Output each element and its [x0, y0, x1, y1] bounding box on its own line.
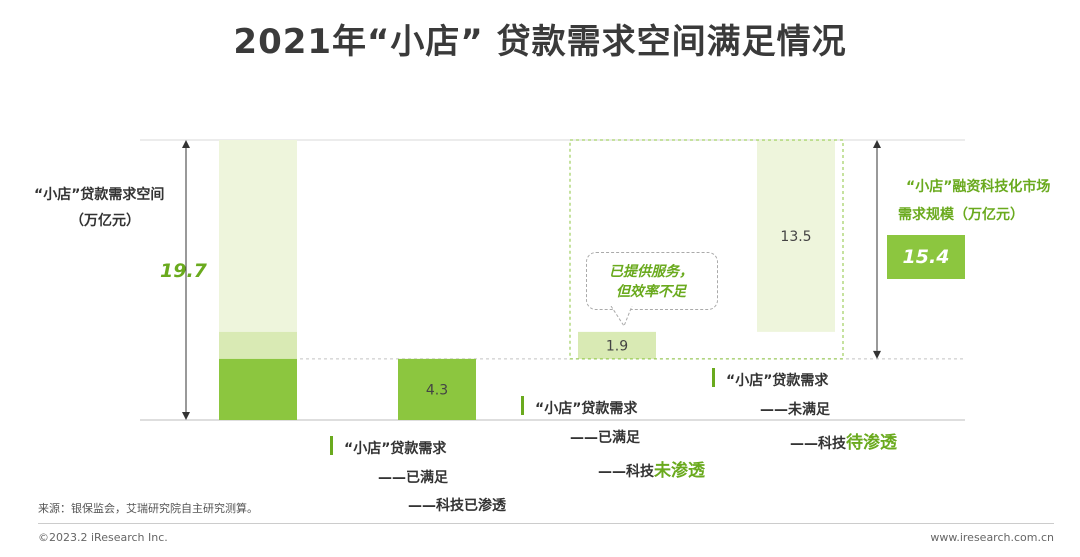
bar-penetrated: [398, 358, 476, 420]
legend-marker-not-penetrated: [521, 396, 524, 415]
total-arrow-head-bottom: [182, 412, 190, 420]
bar-unsatisfied: [757, 140, 835, 332]
callout-bubble-tail: [610, 306, 633, 328]
page-title: 2021年“小店” 贷款需求空间满足情况: [233, 22, 847, 62]
copyright: ©2023.2 iResearch Inc.: [38, 531, 168, 544]
legend-not-penetrated-highlight: 未渗透: [654, 461, 705, 481]
total-bar-penetrated-segment: [219, 358, 297, 420]
legend-penetrated-line2: ——已满足: [378, 470, 448, 486]
total-arrow-head-top: [182, 140, 190, 148]
legend-unsatisfied-line1: “小店”贷款需求: [726, 373, 829, 389]
total-bar-unsatisfied-segment: [219, 140, 297, 332]
legend-marker-unsatisfied: [712, 368, 715, 387]
market-label-line1: “小店”融资科技化市场: [906, 179, 1051, 195]
website-link[interactable]: www.iresearch.com.cn: [930, 531, 1054, 544]
bar-not-penetrated: [578, 331, 656, 359]
legend-unsatisfied-line2: ——未满足: [760, 402, 830, 418]
bar-not-penetrated-value-label: 1.9: [606, 338, 628, 354]
legend-marker-penetrated: [330, 436, 333, 455]
legend-penetrated-line3: ——科技已渗透: [408, 498, 506, 514]
footer-divider: [38, 523, 1054, 524]
legend-not-penetrated-line1: “小店”贷款需求: [535, 401, 638, 417]
demand-label-line1: “小店”贷款需求空间: [34, 187, 165, 203]
market-label-line2: 需求规模（万亿元）: [898, 207, 1024, 223]
market-arrow-head-top: [873, 140, 881, 148]
bar-unsatisfied-value-label: 13.5: [780, 229, 811, 245]
callout-text: 已提供服务， 但效率不足: [586, 262, 716, 302]
total-bar-not-penetrated-segment: [219, 331, 297, 359]
market-arrow-head-bottom: [873, 350, 881, 359]
callout-line1: 已提供服务，: [609, 264, 693, 280]
source-note: 来源：银保监会，艾瑞研究院自主研究测算。: [38, 502, 258, 515]
legend-unsatisfied-highlight: 待渗透: [846, 433, 897, 453]
market-value-box: 15.4: [887, 235, 965, 279]
legend-unsatisfied-line3: ——科技待渗透: [790, 433, 897, 453]
demand-label-line2: （万亿元）: [70, 213, 140, 229]
legend-not-penetrated-line2: ——已满足: [570, 430, 640, 446]
legend-not-penetrated-line3: ——科技未渗透: [598, 461, 705, 481]
callout-line2: 但效率不足: [616, 284, 686, 300]
demand-total-value: 19.7: [160, 260, 207, 282]
bar-penetrated-value-label: 4.3: [426, 382, 448, 398]
legend-penetrated-line1: “小店”贷款需求: [344, 441, 447, 457]
callout-bubble: [586, 252, 718, 310]
